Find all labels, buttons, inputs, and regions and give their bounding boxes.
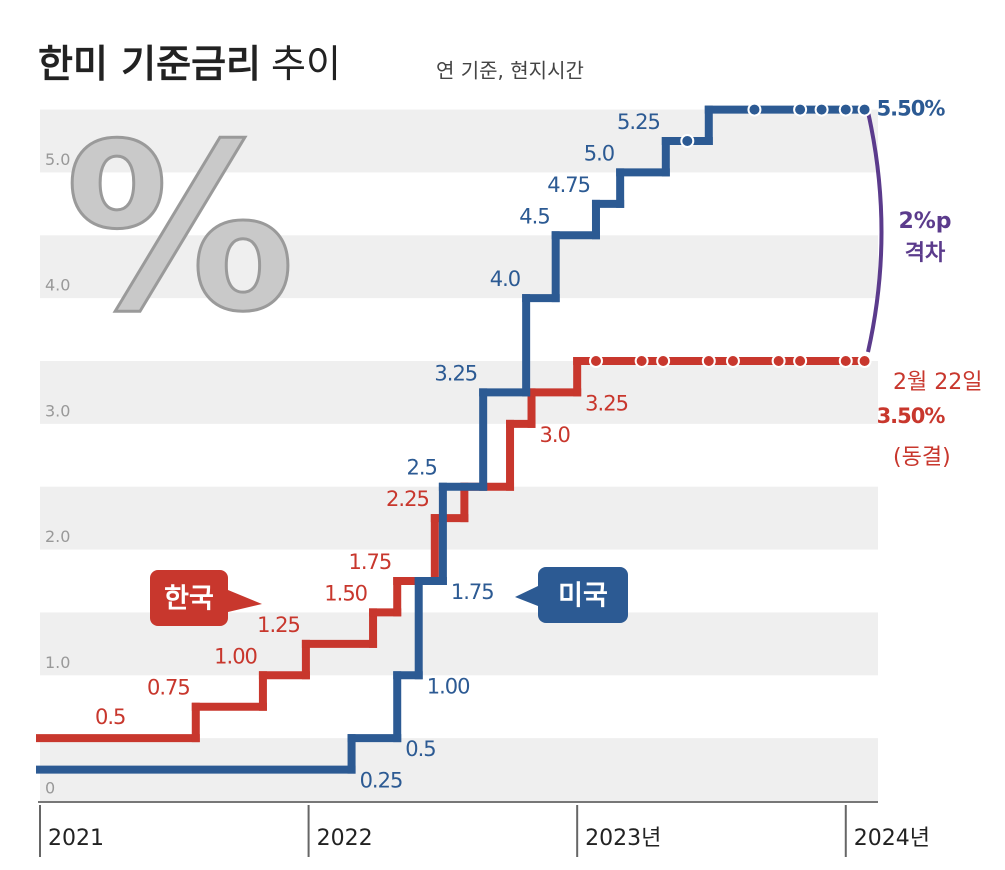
hold-dot [857, 102, 872, 117]
value-label: 1.00 [214, 644, 257, 668]
hold-dot [857, 354, 872, 368]
gap-brace [866, 111, 884, 353]
x-tick-label: 2023년 [585, 826, 661, 851]
percent-decoration: % [65, 96, 295, 363]
value-label: 1.50 [324, 581, 367, 605]
legend-label: 미국 [558, 581, 608, 612]
hold-dot [838, 102, 853, 117]
value-label: 0.5 [95, 705, 125, 729]
title-rest: 추이 [271, 42, 341, 86]
grid-band [40, 361, 878, 424]
x-tick-label: 2022 [317, 826, 373, 851]
legend-box [538, 567, 628, 623]
x-tick-label: 2024년 [854, 826, 930, 851]
value-label: 1.75 [451, 580, 494, 604]
date-annotation: 2월 22일 [893, 370, 982, 395]
gap-label: 격차 [905, 241, 946, 266]
value-label: 0.25 [360, 769, 403, 793]
y-tick-label: 2.0 [45, 527, 70, 546]
bands [40, 109, 878, 801]
hold-dot [814, 102, 829, 117]
hold-dot [725, 354, 740, 368]
value-label: 3.25 [434, 361, 477, 385]
value-label: 2.25 [386, 487, 429, 511]
hold-dot [701, 354, 716, 368]
title-main: 한미 기준금리 [38, 42, 261, 86]
chart-title: 한미 기준금리 추이 [38, 42, 341, 86]
value-label: 2.5 [406, 456, 436, 480]
legend-pointer [228, 590, 262, 612]
hold-dot [793, 354, 808, 368]
value-label: 3.50% [877, 404, 946, 428]
value-label: 4.0 [490, 267, 520, 291]
hold-dot [588, 354, 603, 368]
x-tick-label: 2021 [48, 826, 104, 851]
y-tick-label: 1.0 [45, 653, 70, 672]
y-tick-label: 0 [45, 779, 55, 798]
y-tick-label: 4.0 [45, 276, 70, 295]
value-label: 3.0 [540, 423, 570, 447]
hold-dot [838, 354, 853, 368]
value-label: 5.25 [617, 110, 660, 134]
value-label: 4.75 [547, 173, 590, 197]
hold-dot [793, 102, 808, 117]
value-label: 1.00 [427, 674, 470, 698]
value-label: 5.50% [877, 97, 946, 121]
grid-band [40, 235, 878, 299]
legend-label: 한국 [164, 584, 214, 615]
value-label: 1.75 [348, 550, 391, 574]
hold-dot [634, 354, 649, 368]
value-label: 1.25 [257, 613, 300, 637]
hold-dot [771, 354, 786, 368]
subtitle: 연 기준, 현지시간 [436, 59, 584, 83]
grid-band [40, 109, 878, 173]
hold-dot [747, 102, 762, 117]
gap-label: 2%p [898, 209, 951, 234]
value-label: 3.25 [585, 391, 628, 415]
value-label: 4.5 [519, 204, 549, 228]
legend-box [150, 570, 228, 626]
value-label: 5.0 [584, 141, 614, 165]
hold-dot [656, 354, 671, 368]
value-label: 0.5 [405, 737, 435, 761]
legend-pointer [515, 586, 538, 606]
value-label: 0.75 [147, 676, 190, 700]
series [36, 102, 872, 774]
y-tick-label: 3.0 [45, 401, 70, 420]
y-tick-label: 5.0 [45, 150, 70, 169]
hold-dot [680, 134, 695, 148]
status-annotation: (동결) [893, 445, 951, 470]
